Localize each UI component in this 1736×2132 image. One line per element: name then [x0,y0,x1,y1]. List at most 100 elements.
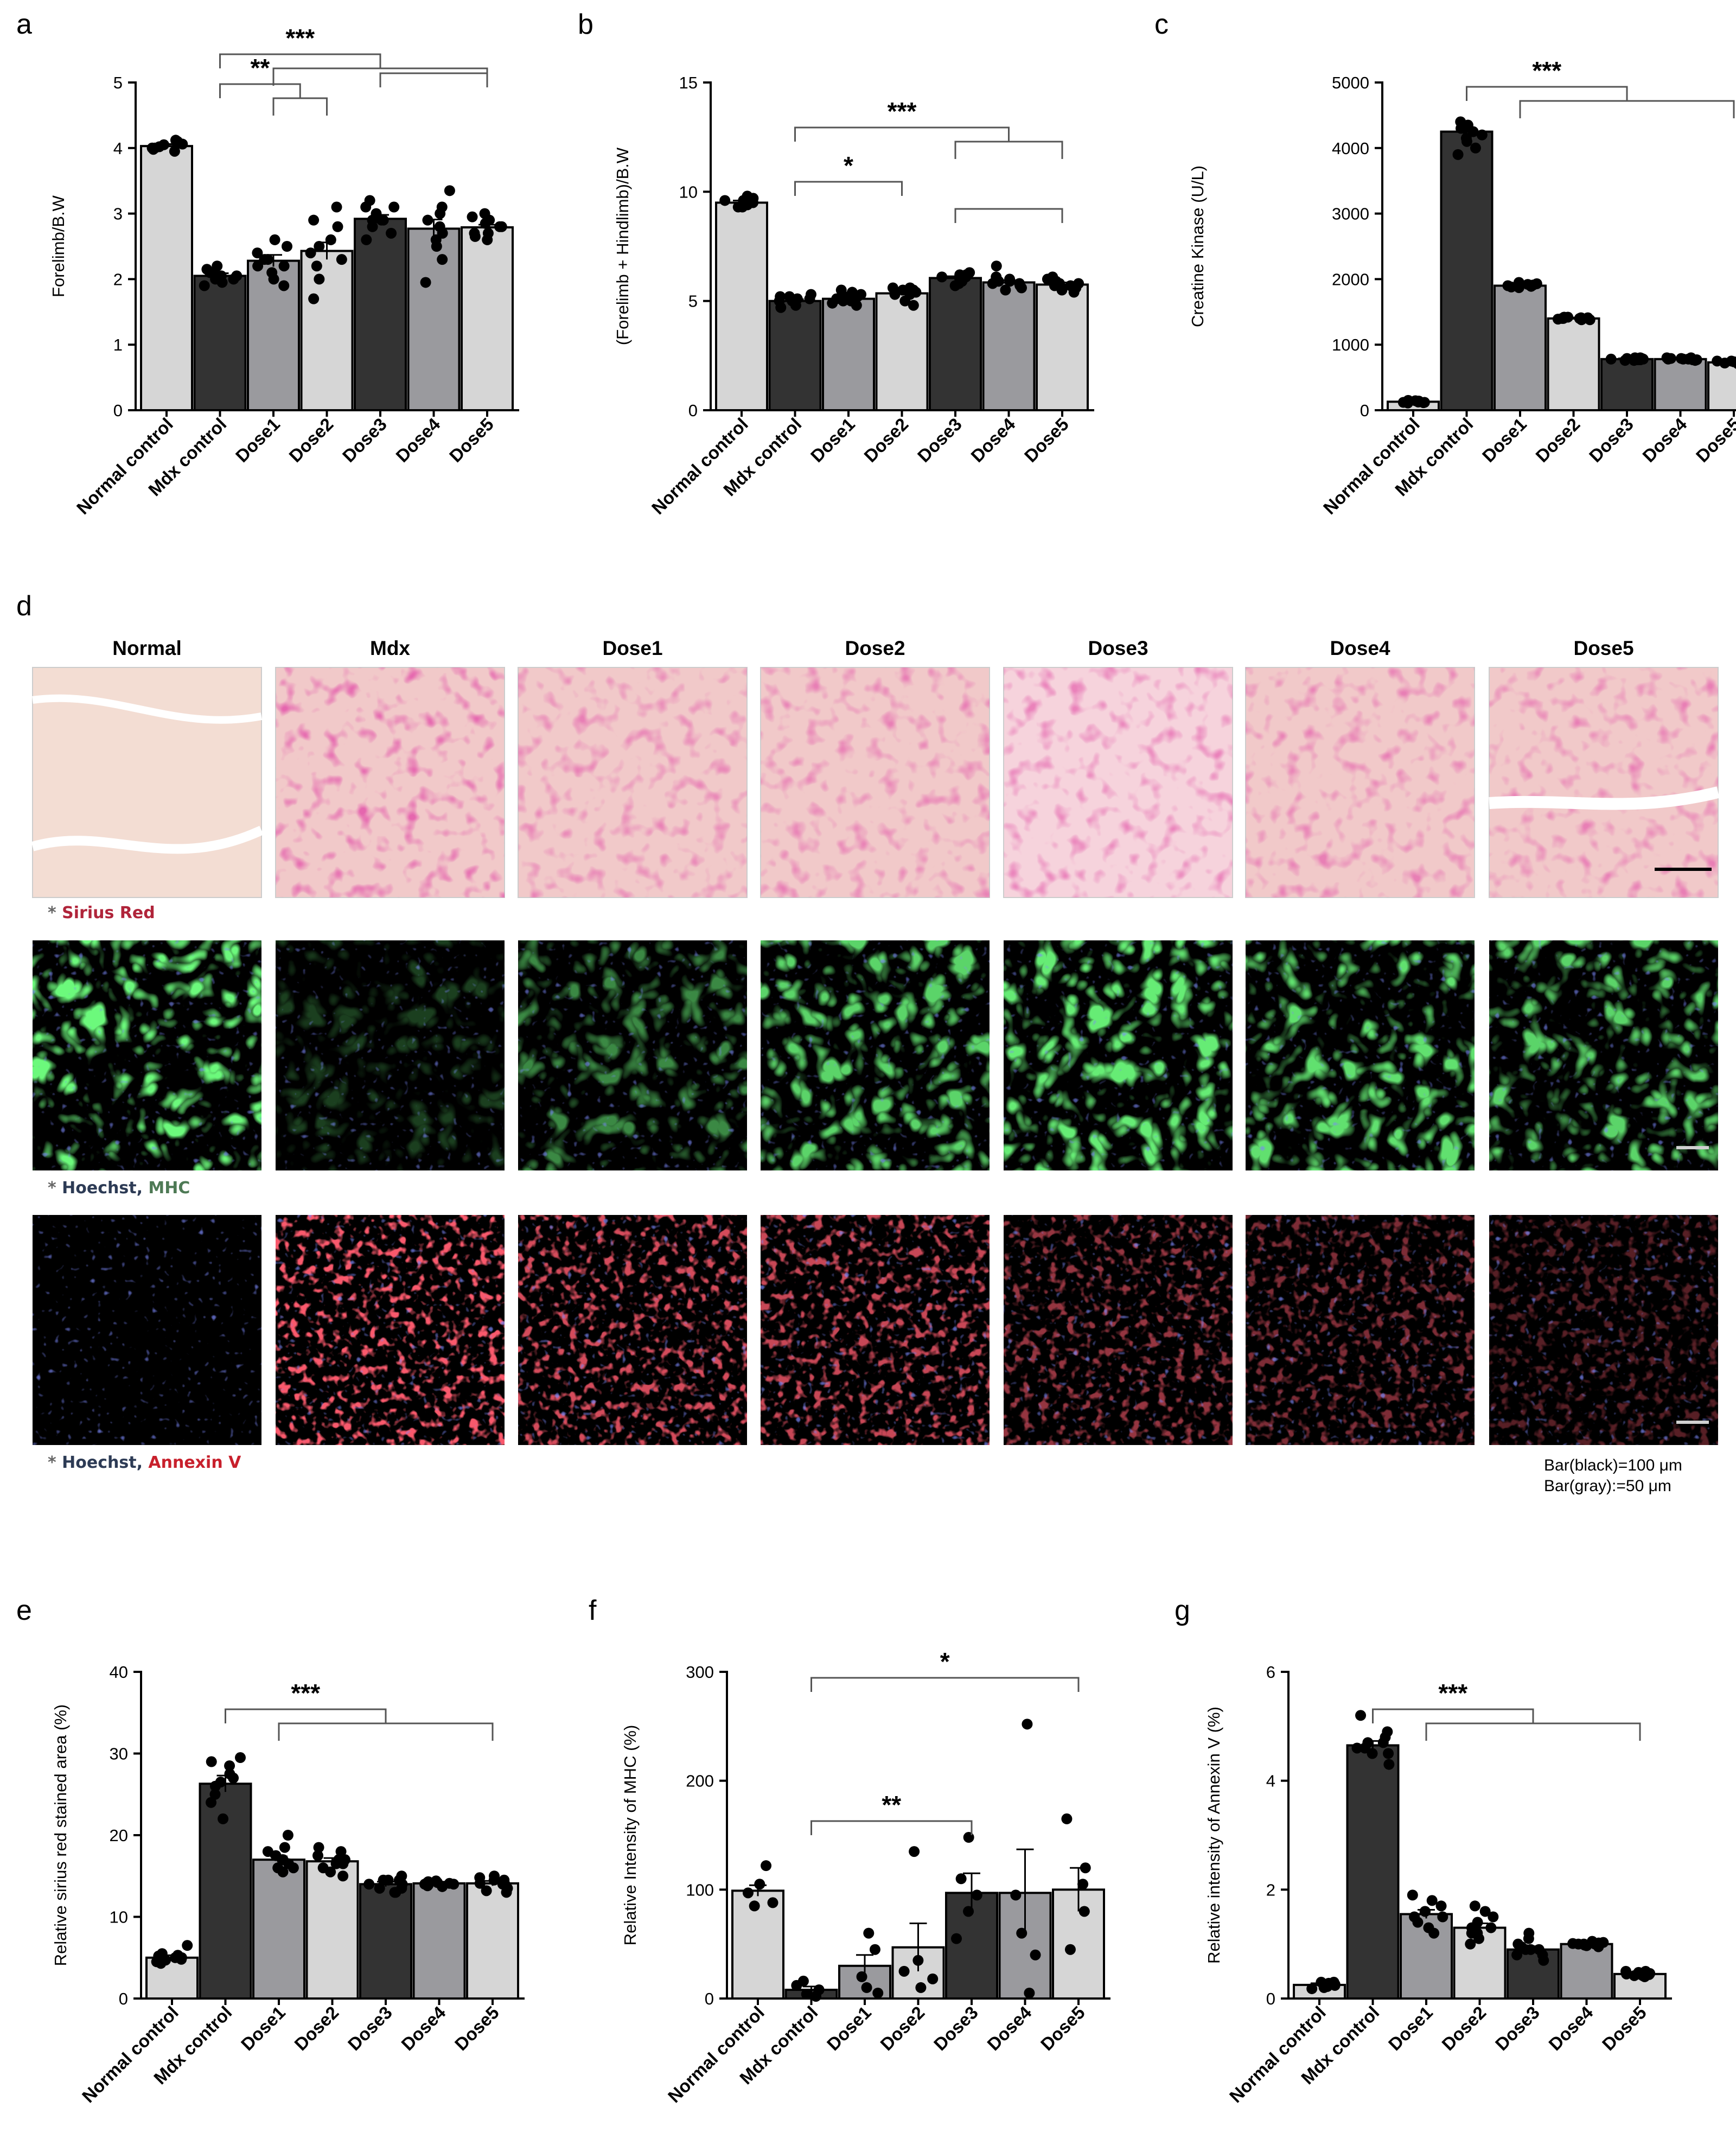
point-f-3-1 [898,1965,910,1977]
sig-line-f-0 [810,1677,1080,1692]
point-a-1-3 [215,270,227,282]
ytick-label-g-2: 4 [1266,1772,1275,1791]
sig-line-c-0 [1466,86,1628,101]
micrograph-mhc-6 [1489,940,1718,1170]
point-a-3-0 [314,273,325,285]
xtick-label-b-0: Normal control [648,414,752,518]
xtick-label-c-2: Dose1 [1478,414,1530,466]
bar-e-5 [412,1882,466,2000]
point-a-0-8 [154,141,165,152]
point-g-2-8 [1419,1906,1431,1917]
sig-line-a-2 [379,72,488,87]
point-a-3-6 [331,201,342,213]
point-g-5-9 [1567,1938,1579,1949]
bar-a-2 [247,259,300,411]
point-c-3-9 [1558,313,1569,324]
scale-note-gray: Bar(gray):=50 μm [1544,1477,1671,1495]
point-a-2-7 [259,254,270,265]
ytick-label-f-3: 300 [686,1663,714,1682]
micrograph-sirius-red-5 [1245,667,1475,898]
xtick-label-e-4: Dose3 [344,2002,396,2054]
point-a-4-5 [361,234,372,245]
point-f-0-4 [767,1897,778,1908]
bar-b-0 [715,201,768,411]
ytick-label-b-1: 5 [688,292,698,311]
xtick-label-f-4: Dose3 [930,2002,982,2054]
sig-label-a-0: *** [285,24,315,52]
point-g-3-9 [1472,1927,1483,1939]
point-b-6-7 [1047,271,1058,283]
point-g-3-7 [1479,1906,1491,1917]
point-a-4-9 [367,214,378,226]
ytick-label-c-2: 2000 [1332,270,1369,289]
point-a-3-2 [325,234,336,245]
point-c-6-9 [1734,359,1736,366]
sig-label-f-0: * [940,1647,950,1676]
point-a-5-7 [431,241,442,252]
point-g-1-7 [1351,1742,1363,1754]
ytick-label-f-0: 0 [705,1989,714,2008]
point-a-6-9 [480,218,491,229]
micrograph-sirius-red-1 [275,667,505,898]
sig-bracket-b-1: * [794,151,903,196]
point-c-2-8 [1502,280,1514,291]
point-c-6-8 [1712,355,1723,367]
point-f-4-4 [971,1889,982,1901]
ytick-label-a-5: 5 [113,73,123,92]
sig-label-b-0: *** [888,97,917,125]
point-b-5-6 [1004,276,1016,287]
annexin-note: * Hoechst, Annexin V [48,1453,241,1472]
micrograph-annexin-0 [33,1215,261,1445]
bar-a-0 [140,145,193,411]
ytick-label-a-0: 0 [113,401,123,420]
micrograph-mhc-0 [33,940,261,1170]
xtick-label-g-5: Dose4 [1544,2002,1597,2054]
bar-c-4 [1600,358,1654,411]
xtick-label-b-3: Dose2 [860,414,912,466]
point-e-2-8 [272,1862,284,1874]
ytick-label-c-5: 5000 [1332,73,1369,92]
point-c-0-9 [1418,397,1429,409]
point-a-5-5 [420,277,431,288]
point-g-2-2 [1426,1895,1438,1906]
point-e-1-1 [206,1756,217,1767]
scale-note-black: Bar(black)=100 μm [1544,1456,1682,1474]
micrograph-annexin-5 [1246,1215,1475,1445]
bar-b-1 [768,300,822,412]
point-g-1-8 [1362,1737,1374,1748]
column-header-3: Dose2 [845,637,905,659]
point-g-1-0 [1383,1748,1394,1759]
point-c-2-7 [1531,278,1542,289]
point-g-0-8 [1321,1979,1332,1990]
point-f-5-4 [1024,1987,1035,1999]
ytick-label-e-1: 10 [110,1908,128,1927]
point-f-4-1 [963,1906,974,1917]
xtick-label-a-6: Dose5 [445,414,497,466]
point-a-3-7 [305,247,316,259]
point-a-5-9 [437,227,448,239]
xtick-label-e-6: Dose5 [451,2002,503,2054]
ytick-label-g-0: 0 [1266,1989,1275,2008]
panel-letter-e: e [16,1595,32,1626]
point-f-1-3 [797,1975,809,1987]
micrograph-sirius-red-6 [1489,667,1720,898]
point-a-5-8 [422,214,433,226]
point-a-6-8 [482,227,494,239]
sig-label-g-0: *** [1438,1679,1467,1707]
bar-b-3 [875,292,929,411]
point-a-2-5 [252,247,263,259]
bar-g-5 [1560,1943,1613,2000]
micrograph-sirius-red-3 [760,667,990,898]
point-a-2-6 [269,234,280,245]
point-e-3-6 [335,1846,347,1857]
point-a-2-8 [268,273,279,285]
micrograph-sirius-red-2 [518,667,748,898]
sig-line-b-1 [794,181,903,196]
xtick-label-a-0: Normal control [73,414,177,518]
point-f-2-4 [872,1987,884,1999]
xtick-label-e-3: Dose2 [290,2002,342,2054]
point-e-6-3 [489,1870,500,1882]
sig-bracket-f-0: * [810,1647,1080,1692]
column-header-2: Dose1 [602,637,662,659]
point-b-2-9 [838,295,849,307]
